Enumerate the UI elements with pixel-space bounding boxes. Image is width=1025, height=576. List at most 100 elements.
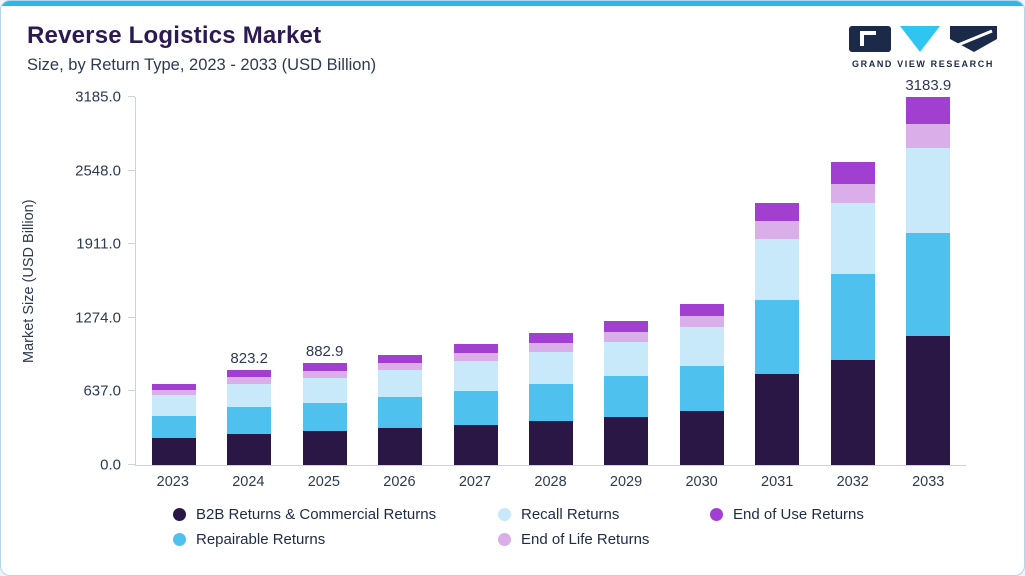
y-tick-mark [128,169,135,171]
bar-segment [151,395,196,416]
legend-label: End of Life Returns [521,531,650,548]
bars-container: 823.2 882.9 3183.9 [136,78,966,465]
legend-row: Repairable Returns End of Life Returns [173,531,1024,548]
x-tick-label: 2031 [761,474,794,490]
bar-segment [151,389,196,396]
y-tick-label: 637.0 [83,382,121,400]
stacked-bar-2031 [755,202,800,465]
bar-segment [528,352,573,384]
bar-segment [227,433,272,465]
bar-segment [378,362,423,371]
stacked-bar-2029 [604,321,649,465]
bar-segment [528,342,573,353]
bar-segment [453,361,498,391]
bar-slot-2028 [513,97,588,465]
bar-segment [453,390,498,425]
brand-logo-text: GRAND VIEW RESEARCH [852,59,994,69]
x-tick-label: 2027 [458,474,492,490]
stacked-bar-2027 [453,344,498,465]
bar-segment [679,365,724,411]
bar-slot-2033: 3183.9 [891,78,966,465]
bar-segment [604,321,649,332]
stacked-bar-chart: Market Size (USD Billion) 0.0 637.0 1274.0… [21,78,966,490]
bar-segment [604,331,649,342]
y-axis: 0.0 637.0 1274.0 1911.0 2548.0 3185.0 [51,90,135,473]
stacked-bar-2030 [679,304,724,465]
y-tick-label: 1274.0 [75,309,121,327]
y-tick-mark [128,390,135,392]
bar-slot-2029 [589,97,664,465]
bar-segment [755,238,800,300]
bar-segment [679,304,724,317]
x-tick-label: 2026 [383,474,416,490]
bar-segment [453,353,498,362]
x-tick-label: 2030 [685,474,718,490]
bar-segment [830,274,875,360]
stacked-bar-2028 [528,333,573,465]
chart-legend: B2B Returns & Commercial Returns Recall R… [173,506,1024,548]
bar-segment [528,333,573,343]
bar-segment [151,438,196,465]
bar-segment [378,354,423,363]
bar-slot-2030 [664,97,739,465]
bar-segment [227,383,272,407]
bar-slot-2024: 823.2 [211,97,286,465]
bar-segment [679,327,724,366]
bar-segment [679,316,724,328]
bar-slot-2027 [438,97,513,465]
legend-item: Recall Returns [498,506,710,523]
y-axis-title: Market Size (USD Billion) [21,199,37,363]
x-tick-label: 2028 [534,474,567,490]
bar-segment [604,416,649,465]
y-tick-label: 0.0 [100,456,121,474]
y-tick-mark [128,96,135,97]
x-tick-label: 2029 [609,474,643,490]
bar-segment [755,202,800,222]
bar-segment [830,203,875,275]
bar-segment [755,221,800,239]
legend-swatch-icon [498,533,511,546]
bar-slot-2032 [815,97,890,465]
legend-item: End of Use Returns [710,506,1024,523]
page-title: Reverse Logistics Market [27,22,322,49]
brand-logo-mark [849,26,997,52]
title-block: Reverse Logistics Market Size, by Return… [27,22,376,75]
bar-segment [906,233,951,337]
bar-segment [528,420,573,465]
y-tick-label: 3185.0 [75,88,121,106]
legend-item: B2B Returns & Commercial Returns [173,506,498,523]
legend-swatch-icon [173,533,186,546]
stacked-bar-2032 [830,162,875,465]
x-tick-label: 2023 [156,474,189,490]
bar-value-label: 882.9 [305,343,344,361]
legend-label: Recall Returns [521,506,620,523]
top-accent-bar [1,1,1024,6]
y-tick-mark [128,316,135,318]
bar-segment [227,406,272,434]
stacked-bar-2023 [151,384,196,465]
x-axis-labels: 2023 2024 2025 2026 2027 2028 2029 2030 2031 2032… [135,474,966,490]
bar-segment [227,369,272,377]
bar-segment [906,336,951,465]
stacked-bar-2026 [378,354,423,465]
bar-segment [302,402,347,432]
legend-swatch-icon [173,508,186,521]
x-tick-label: 2032 [836,474,869,490]
bar-segment [528,383,573,421]
legend-swatch-icon [710,508,723,521]
bar-segment [830,359,875,465]
brand-logo: GRAND VIEW RESEARCH [848,22,998,69]
x-tick-label: 2025 [307,474,340,490]
bar-segment [227,376,272,384]
bar-segment [302,377,347,403]
bar-value-label: 3183.9 [905,77,952,95]
bar-segment [830,162,875,184]
bar-segment [302,370,347,378]
bar-segment [151,384,196,390]
stacked-bar-2024 [227,369,272,465]
bar-segment [151,415,196,439]
bar-segment [378,397,423,429]
legend-label: End of Use Returns [733,506,864,523]
bar-slot-2031 [740,97,815,465]
stacked-bar-2025 [302,363,347,465]
